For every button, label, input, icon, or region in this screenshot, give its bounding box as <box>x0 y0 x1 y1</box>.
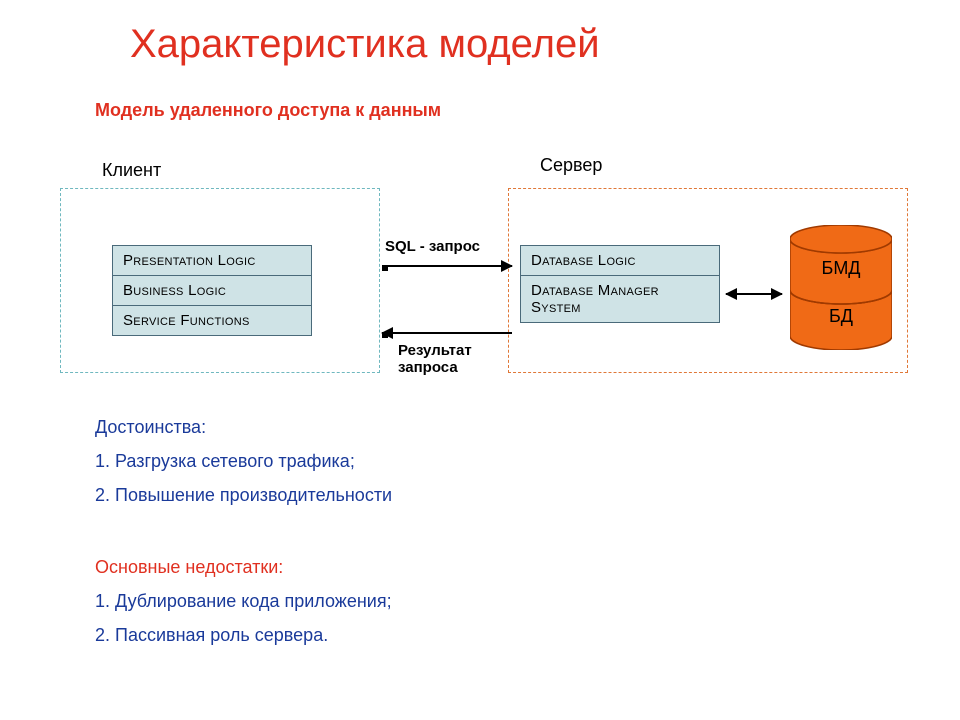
stack-cell: Service Functions <box>112 306 312 336</box>
slide: Характеристика моделей Модель удаленного… <box>0 0 960 720</box>
advantages-item: 2. Повышение производительности <box>95 478 392 512</box>
stack-cell: Database Logic <box>520 245 720 276</box>
stack-cell: Database Manager System <box>520 276 720 323</box>
stack-cell: Presentation Logic <box>112 245 312 276</box>
client-label: Клиент <box>102 160 161 181</box>
db-cylinder-top-label: БМД <box>790 258 892 279</box>
cylinder-icon <box>790 225 892 350</box>
db-arrow <box>726 293 782 295</box>
server-label: Сервер <box>540 155 602 176</box>
disadvantages-item: 1. Дублирование кода приложения; <box>95 584 392 618</box>
advantages-block: Достоинства: 1. Разгрузка сетевого трафи… <box>95 410 392 513</box>
db-cylinder-bottom-label: БД <box>790 306 892 327</box>
disadvantages-item: 2. Пассивная роль сервера. <box>95 618 392 652</box>
advantages-heading: Достоинства: <box>95 410 392 444</box>
sql-arrow <box>382 265 512 267</box>
disadvantages-block: Основные недостатки: 1. Дублирование код… <box>95 550 392 653</box>
disadvantages-heading: Основные недостатки: <box>95 550 392 584</box>
sql-arrow-label: SQL - запрос <box>385 238 480 255</box>
advantages-item: 1. Разгрузка сетевого трафика; <box>95 444 392 478</box>
page-subtitle: Модель удаленного доступа к данным <box>95 100 441 121</box>
result-arrow-label: Результат запроса <box>398 342 472 376</box>
db-cylinder: БМД БД <box>790 225 892 350</box>
stack-cell: Business Logic <box>112 276 312 306</box>
page-title: Характеристика моделей <box>130 22 600 67</box>
client-stack: Presentation LogicBusiness LogicService … <box>112 245 312 336</box>
result-arrow <box>382 332 512 334</box>
server-stack: Database LogicDatabase Manager System <box>520 245 720 323</box>
